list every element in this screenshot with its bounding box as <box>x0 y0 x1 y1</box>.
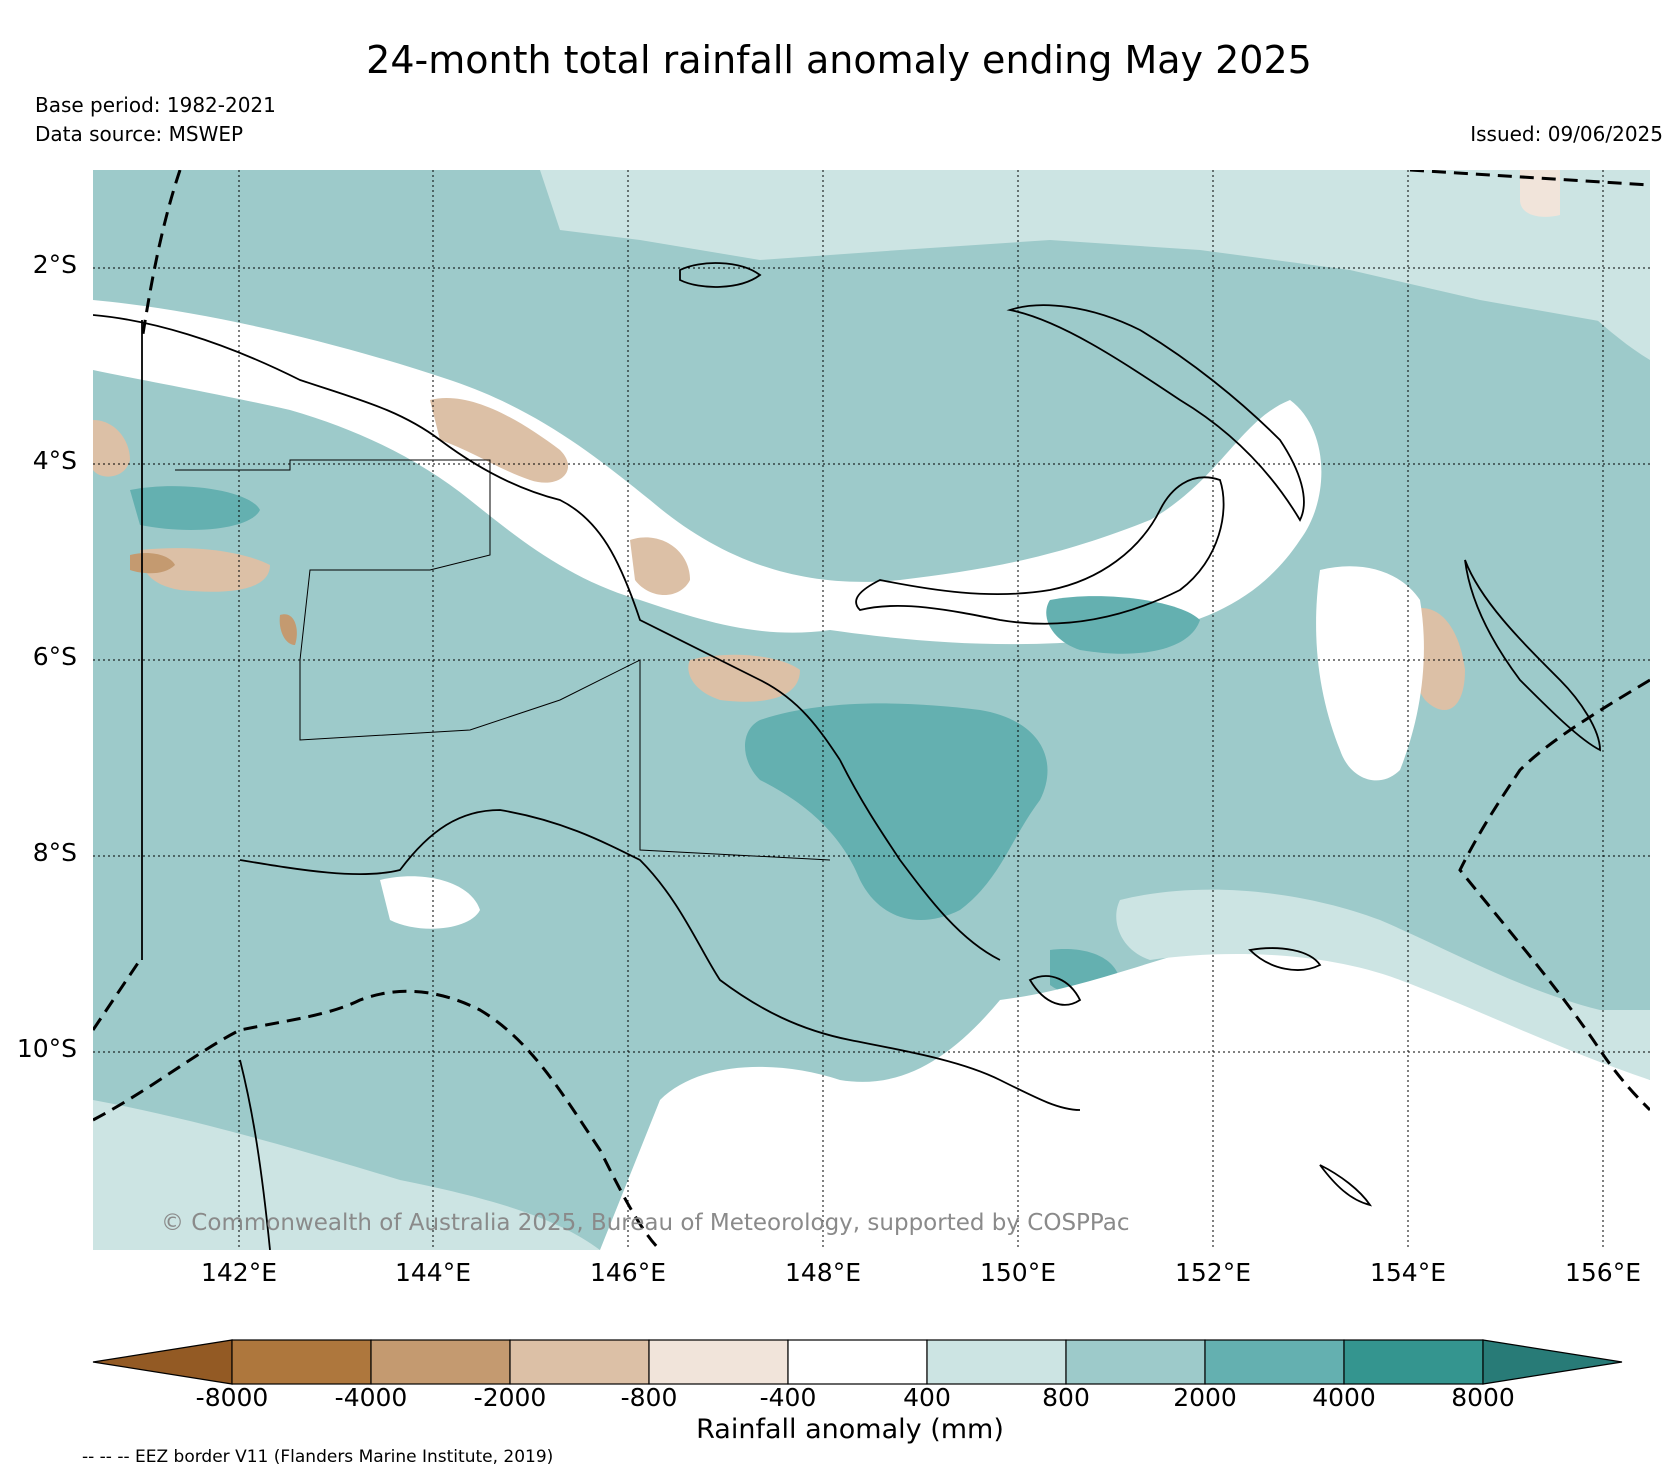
coast-new-britain <box>855 476 1225 625</box>
coast-new-guinea-south <box>239 809 1081 1111</box>
contour-tan-1 <box>430 398 569 483</box>
contour-white-north-coast <box>93 300 1322 645</box>
lon-tick-142e: 142°E <box>200 1258 277 1287</box>
colorbar-tick-1: -8000 <box>195 1383 269 1412</box>
eez-northeast <box>1409 170 1650 187</box>
colorbar-extend-high <box>1482 1339 1623 1385</box>
lon-tick-148e: 148°E <box>784 1258 861 1287</box>
colorbar-bin-2 <box>370 1339 511 1385</box>
base-period-label: Base period: 1982-2021 <box>35 93 276 117</box>
contour-light-northeast <box>1200 170 1650 360</box>
chart-title: 24-month total rainfall anomaly ending M… <box>366 38 1312 82</box>
coast-rossel <box>1319 1164 1373 1207</box>
contour-white-south <box>600 938 1650 1250</box>
coast-manus <box>679 262 762 288</box>
colorbar-tick-7: 800 <box>1042 1383 1090 1412</box>
lat-tick-2s: 2°S <box>32 250 77 279</box>
coast-d-entrecasteaux <box>1028 975 1082 1006</box>
copyright-watermark: © Commonwealth of Australia 2025, Bureau… <box>161 1210 1130 1236</box>
lat-tick-6s: 6°S <box>32 642 77 671</box>
contour-light-north <box>93 170 1650 330</box>
coast-torres-cape-york <box>239 1059 271 1250</box>
colorbar-bin-7 <box>1065 1339 1206 1385</box>
colorbar-tick-2: -4000 <box>334 1383 408 1412</box>
colorbar-tick-10: 8000 <box>1451 1383 1515 1412</box>
contour-white-east <box>1316 566 1424 781</box>
lon-tick-152e: 152°E <box>1174 1258 1251 1287</box>
colorbar-bin-6 <box>926 1339 1067 1385</box>
coast-louisiade <box>1248 947 1322 971</box>
data-source-label: Data source: MSWEP <box>35 122 244 146</box>
eez-west <box>140 170 182 341</box>
issued-date-label: Issued: 09/06/2025 <box>1470 122 1663 146</box>
colorbar-tick-8: 2000 <box>1173 1383 1237 1412</box>
colorbar-tick-6: 400 <box>903 1383 951 1412</box>
contour-teal-west <box>130 486 260 530</box>
contour-white-southwest <box>380 876 480 929</box>
colorbar-label: Rainfall anomaly (mm) <box>696 1414 1004 1445</box>
coast-provincial-border <box>175 459 831 861</box>
contour-tan-4 <box>93 420 130 477</box>
colorbar-tick-3: -2000 <box>473 1383 547 1412</box>
lat-tick-8s: 8°S <box>32 838 77 867</box>
eez-southwest-2 <box>93 959 142 1031</box>
coast-huon-peninsula <box>839 759 1001 961</box>
graticule <box>93 170 1650 1250</box>
colorbar-bin-8 <box>1204 1339 1345 1385</box>
eez-east <box>1458 678 1650 1112</box>
eez-southwest <box>93 989 662 1250</box>
lon-tick-154e: 154°E <box>1369 1258 1446 1287</box>
lat-tick-10s: 10°S <box>16 1034 77 1063</box>
contour-tan-2 <box>630 537 690 595</box>
anomaly-field <box>93 170 1650 1250</box>
contour-tan-7 <box>1520 170 1560 217</box>
coastlines <box>93 262 1601 1250</box>
contour-tan-5 <box>140 548 270 592</box>
colorbar-bin-5 <box>787 1339 928 1385</box>
colorbar-bin-9 <box>1343 1339 1484 1385</box>
lat-tick-4s: 4°S <box>32 446 77 475</box>
lon-tick-156e: 156°E <box>1564 1258 1641 1287</box>
colorbar <box>92 1339 1623 1385</box>
contour-teal-central <box>745 703 1048 920</box>
contour-light-south-2 <box>1116 889 1650 1080</box>
eez-borders <box>93 170 1650 1250</box>
coast-new-ireland <box>1006 304 1305 522</box>
colorbar-extend-low <box>92 1339 233 1385</box>
colorbar-bin-4 <box>648 1339 789 1385</box>
lon-tick-146e: 146°E <box>589 1258 666 1287</box>
lon-tick-150e: 150°E <box>979 1258 1056 1287</box>
coast-bougainville <box>1464 559 1601 752</box>
contour-brown-2 <box>279 614 297 645</box>
colorbar-tick-9: 4000 <box>1312 1383 1376 1412</box>
contour-light-south <box>93 1100 600 1250</box>
contour-tan-3 <box>688 654 800 702</box>
colorbar-tick-4: -800 <box>620 1383 678 1412</box>
colorbar-tick-5: -400 <box>759 1383 817 1412</box>
eez-border-note: -- -- -- EEZ border V11 (Flanders Marine… <box>82 1447 554 1467</box>
colorbar-bin-3 <box>509 1339 650 1385</box>
contour-teal-central-2 <box>1046 596 1200 654</box>
lon-tick-144e: 144°E <box>394 1258 471 1287</box>
coast-new-guinea-north <box>93 314 841 761</box>
colorbar-bin-1 <box>231 1339 372 1385</box>
